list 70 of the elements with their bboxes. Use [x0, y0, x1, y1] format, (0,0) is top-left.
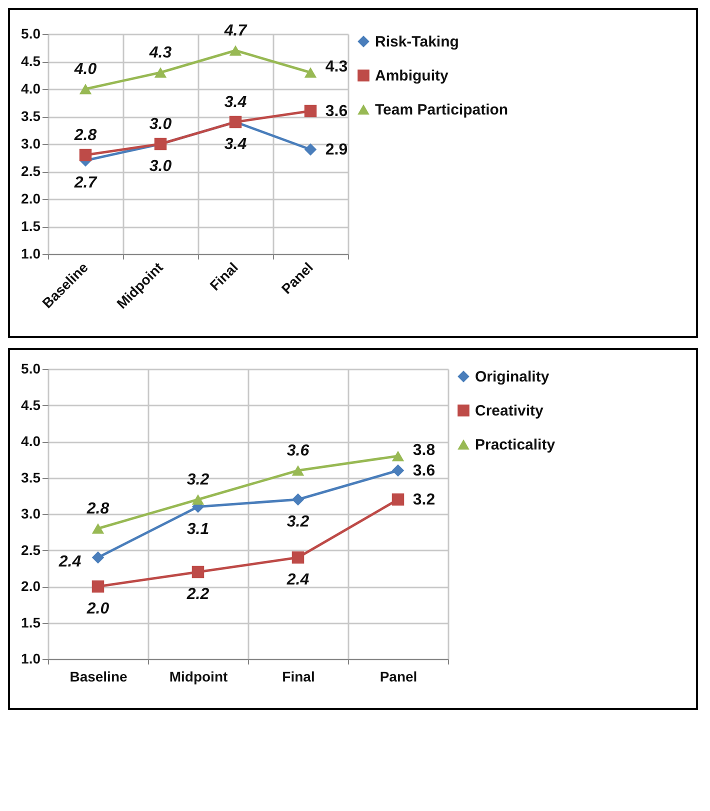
data-label: 2.8 [86, 500, 110, 518]
data-label: 3.6 [412, 462, 436, 480]
x-tick-label: Midpoint [169, 668, 228, 684]
x-tick-label: Panel [380, 668, 418, 684]
legend-label: Risk-Taking [375, 34, 459, 50]
y-tick-label: 3.5 [21, 469, 41, 486]
point [79, 84, 92, 94]
data-label: 3.0 [149, 158, 172, 175]
point [229, 45, 242, 56]
data-label: 4.3 [148, 44, 172, 62]
point [292, 551, 304, 564]
data-label: 3.4 [224, 136, 247, 153]
data-label: 2.0 [86, 600, 110, 618]
legend-label: Practicality [475, 436, 556, 454]
y-tick-label: 1.0 [21, 246, 41, 262]
legend-label: Originality [475, 368, 550, 386]
data-label: 2.8 [73, 127, 97, 144]
y-tick-label: 2.0 [21, 578, 41, 594]
point [392, 464, 404, 477]
point [304, 67, 317, 78]
data-label: 3.2 [412, 492, 436, 508]
y-tick-label: 2.5 [21, 163, 41, 179]
data-label: 3.8 [412, 442, 436, 459]
point [304, 143, 317, 156]
data-label: 4.3 [325, 58, 348, 76]
y-tick-label: 3.0 [21, 136, 41, 152]
data-label: 3.4 [224, 94, 247, 111]
data-label: 3.2 [286, 514, 310, 530]
y-tick-label: 4.5 [21, 396, 41, 413]
data-label: 3.0 [149, 116, 172, 133]
data-label: 2.7 [73, 174, 98, 192]
point [92, 580, 104, 593]
data-label: 2.4 [58, 554, 82, 570]
data-label: 3.1 [186, 520, 210, 538]
legend-label: Team Participation [375, 102, 508, 118]
point [92, 523, 104, 534]
y-tick-label: 4.0 [21, 80, 41, 96]
y-tick-label: 2.0 [21, 190, 41, 206]
data-label: 4.7 [223, 22, 248, 40]
data-label: 2.9 [325, 142, 348, 158]
y-tick-label: 5.0 [21, 26, 41, 42]
point [192, 494, 204, 505]
point [79, 148, 92, 162]
y-tick-label: 1.5 [21, 614, 41, 630]
point [192, 566, 204, 578]
x-tick-label: Baseline [70, 668, 128, 684]
data-label: 4.0 [73, 61, 97, 78]
data-label: 2.2 [186, 586, 210, 603]
point [92, 551, 104, 564]
data-label: 3.6 [325, 103, 348, 120]
y-tick-label: 2.5 [21, 542, 41, 558]
legend-label: Creativity [475, 402, 544, 420]
point [292, 493, 304, 506]
point [392, 493, 404, 506]
x-tick-label: Final [282, 668, 315, 684]
point [292, 465, 304, 476]
y-tick-label: 5.0 [21, 360, 41, 376]
y-tick-label: 1.0 [21, 650, 41, 666]
legend-label: Ambiguity [375, 68, 449, 84]
data-label: 3.6 [286, 442, 310, 460]
point [154, 67, 167, 78]
point [392, 450, 404, 462]
y-tick-label: 3.0 [21, 506, 41, 522]
data-label: 2.4 [286, 572, 310, 588]
point [304, 104, 317, 118]
y-tick-label: 3.5 [21, 108, 41, 124]
y-tick-label: 4.5 [21, 53, 41, 69]
y-tick-label: 1.5 [21, 218, 41, 234]
y-tick-label: 4.0 [21, 433, 41, 449]
data-label: 3.2 [186, 472, 210, 488]
